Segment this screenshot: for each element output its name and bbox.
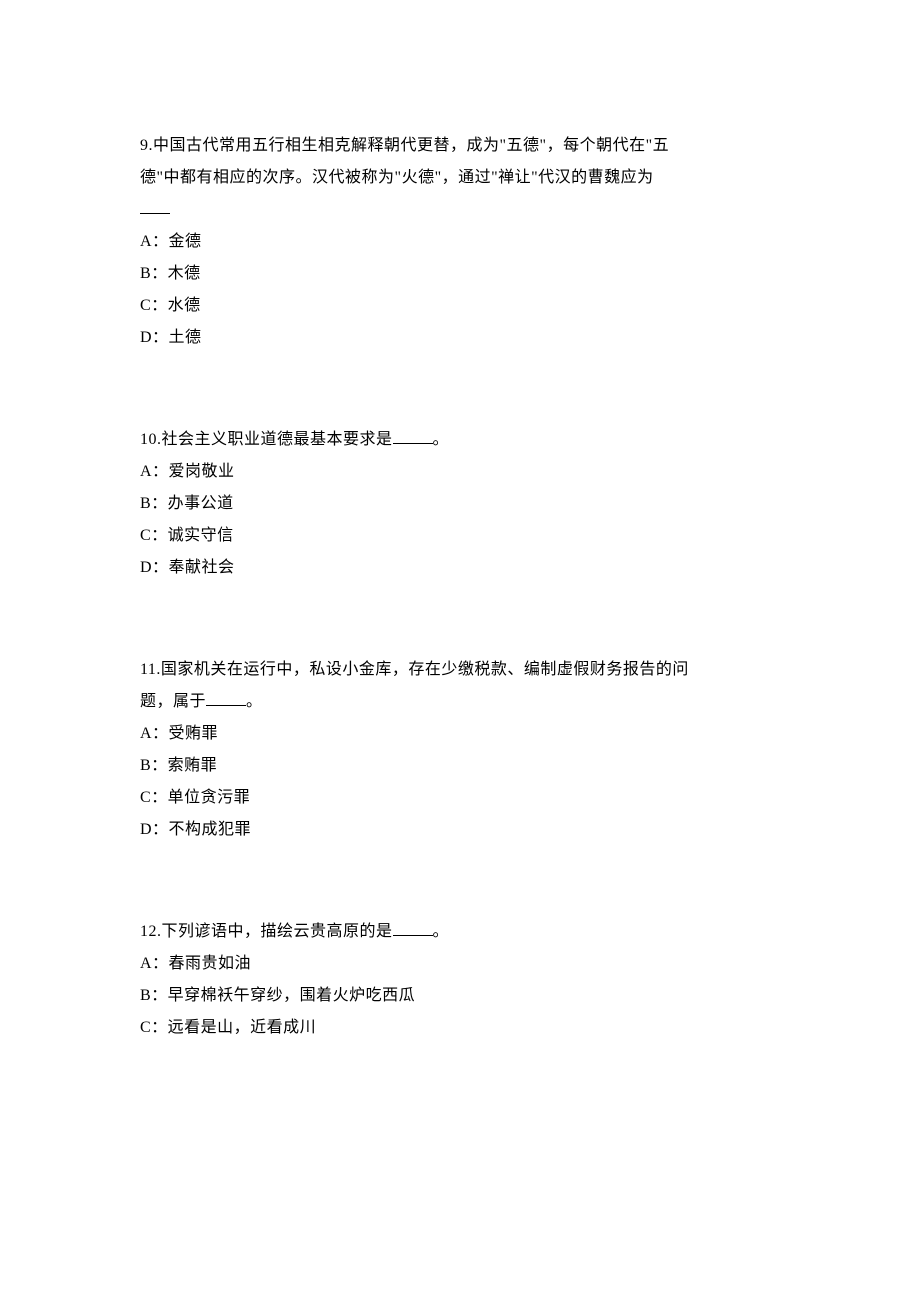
option-12-b: B：早穿棉袄午穿纱，围着火炉吃西瓜 xyxy=(140,980,780,1012)
question-11-options: A：受贿罪 B：索贿罪 C：单位贪污罪 D：不构成犯罪 xyxy=(140,718,780,846)
question-10-options: A：爱岗敬业 B：办事公道 C：诚实守信 D：奉献社会 xyxy=(140,456,780,584)
blank-line xyxy=(140,200,170,214)
question-12-options: A：春雨贵如油 B：早穿棉袄午穿纱，围着火炉吃西瓜 C：远看是山，近看成川 xyxy=(140,948,780,1044)
question-11-text: 11.国家机关在运行中，私设小金库，存在少缴税款、编制虚假财务报告的问 题，属于… xyxy=(140,654,780,718)
question-11-suffix: 。 xyxy=(246,693,263,710)
option-11-b: B：索贿罪 xyxy=(140,750,780,782)
question-9-text: 9.中国古代常用五行相生相克解释朝代更替，成为"五德"，每个朝代在"五 德"中都… xyxy=(140,130,780,226)
question-9: 9.中国古代常用五行相生相克解释朝代更替，成为"五德"，每个朝代在"五 德"中都… xyxy=(140,130,780,354)
question-11-line1: 11.国家机关在运行中，私设小金库，存在少缴税款、编制虚假财务报告的问 xyxy=(140,661,689,678)
blank-line xyxy=(206,692,246,706)
blank-line xyxy=(393,922,433,936)
option-10-c: C：诚实守信 xyxy=(140,520,780,552)
question-9-line2: 德"中都有相应的次序。汉代被称为"火德"，通过"禅让"代汉的曹魏应为 xyxy=(140,169,654,186)
option-11-d: D：不构成犯罪 xyxy=(140,814,780,846)
option-10-b: B：办事公道 xyxy=(140,488,780,520)
option-10-d: D：奉献社会 xyxy=(140,552,780,584)
question-9-options: A：金德 B：木德 C：水德 D：土德 xyxy=(140,226,780,354)
question-12-suffix: 。 xyxy=(433,923,450,940)
question-12: 12.下列谚语中，描绘云贵高原的是 。 A：春雨贵如油 B：早穿棉袄午穿纱，围着火… xyxy=(140,916,780,1044)
option-11-a: A：受贿罪 xyxy=(140,718,780,750)
option-12-c: C：远看是山，近看成川 xyxy=(140,1012,780,1044)
question-10-line: 10.社会主义职业道德最基本要求是 xyxy=(140,431,393,448)
option-10-a: A：爱岗敬业 xyxy=(140,456,780,488)
question-10-suffix: 。 xyxy=(433,431,450,448)
option-12-a: A：春雨贵如油 xyxy=(140,948,780,980)
option-9-c: C：水德 xyxy=(140,290,780,322)
option-9-d: D：土德 xyxy=(140,322,780,354)
blank-line xyxy=(393,430,433,444)
question-11: 11.国家机关在运行中，私设小金库，存在少缴税款、编制虚假财务报告的问 题，属于… xyxy=(140,654,780,846)
option-9-b: B：木德 xyxy=(140,258,780,290)
question-12-text: 12.下列谚语中，描绘云贵高原的是 。 xyxy=(140,916,780,948)
question-10: 10.社会主义职业道德最基本要求是 。 A：爱岗敬业 B：办事公道 C：诚实守信 … xyxy=(140,424,780,584)
option-11-c: C：单位贪污罪 xyxy=(140,782,780,814)
question-11-line2: 题，属于 xyxy=(140,693,206,710)
question-12-line: 12.下列谚语中，描绘云贵高原的是 xyxy=(140,923,393,940)
question-9-line1: 9.中国古代常用五行相生相克解释朝代更替，成为"五德"，每个朝代在"五 xyxy=(140,137,669,154)
option-9-a: A：金德 xyxy=(140,226,780,258)
question-10-text: 10.社会主义职业道德最基本要求是 。 xyxy=(140,424,780,456)
